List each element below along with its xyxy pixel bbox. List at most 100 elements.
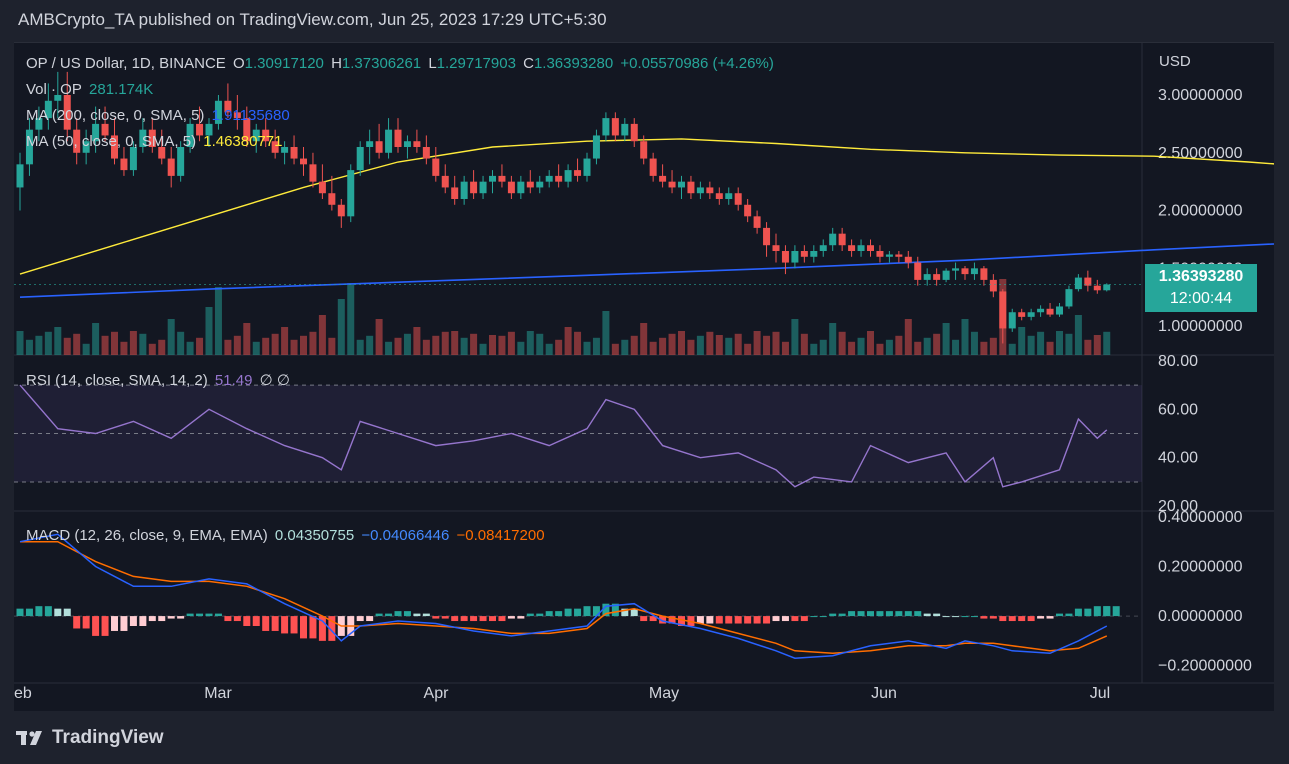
- volume-bar: [196, 337, 204, 355]
- candle-body: [621, 123, 629, 136]
- macd-hist-value: 0.04350755: [274, 527, 355, 544]
- volume-bar: [451, 331, 459, 355]
- macd-histogram-bar: [129, 616, 137, 626]
- candle-body: [1093, 285, 1101, 291]
- rsi-tick-label: 20.00: [1158, 498, 1198, 515]
- candle-body: [696, 187, 704, 194]
- candle-body: [819, 245, 827, 251]
- candle-body: [923, 274, 931, 280]
- macd-histogram-bar: [318, 616, 326, 641]
- volume-bar: [536, 333, 544, 355]
- volume-bar: [725, 337, 733, 355]
- macd-legend[interactable]: MACD (12, 26, close, 9, EMA, EMA) 0.0435…: [26, 527, 548, 544]
- macd-histogram-bar: [25, 608, 33, 617]
- candle-body: [706, 187, 714, 194]
- candle-body: [1008, 312, 1016, 329]
- volume-bar: [498, 335, 506, 355]
- macd-histogram-bar: [952, 616, 960, 618]
- macd-histogram-bar: [101, 616, 109, 636]
- volume-bar: [649, 341, 657, 355]
- candle-body: [54, 95, 62, 101]
- volume-bar: [470, 333, 478, 355]
- close-label: C: [523, 55, 534, 72]
- rsi-line: [19, 384, 1108, 488]
- candle-body: [441, 175, 449, 188]
- time-tick-label: Mar: [204, 685, 232, 702]
- volume-bar: [970, 331, 978, 355]
- candle-body: [73, 129, 81, 153]
- macd-histogram-bar: [1027, 616, 1035, 622]
- ma200-legend[interactable]: MA (200, close, 0, SMA, 5) 1.91135680: [26, 107, 293, 124]
- macd-histogram-bar: [611, 603, 619, 617]
- candle-body: [725, 193, 733, 199]
- macd-histogram-bar: [942, 616, 950, 618]
- macd-histogram-bar: [403, 611, 411, 617]
- price-tick-label: 2.00000000: [1158, 203, 1243, 220]
- volume-bar: [989, 337, 997, 355]
- volume-legend[interactable]: Vol · OP 281.174K: [26, 81, 156, 98]
- ma50-label: MA (50, close, 0, SMA, 5): [26, 133, 197, 150]
- volume-bar: [630, 335, 638, 355]
- volume-bar: [507, 331, 515, 355]
- open-value: 1.30917120: [244, 55, 324, 72]
- macd-histogram-bar: [725, 616, 733, 624]
- macd-histogram-bar: [205, 613, 213, 617]
- candle-body: [763, 227, 771, 246]
- ma50-legend[interactable]: MA (50, close, 0, SMA, 5) 1.46380771: [26, 133, 285, 150]
- volume-bar: [611, 343, 619, 355]
- chart-canvas[interactable]: 3.000000002.500000002.000000001.50000000…: [14, 43, 1274, 711]
- volume-bar: [678, 331, 685, 355]
- volume-bar: [120, 341, 128, 355]
- macd-histogram-bar: [621, 608, 629, 617]
- volume-bar: [63, 337, 71, 355]
- macd-histogram-bar: [649, 616, 657, 622]
- symbol-legend[interactable]: OP / US Dollar, 1D, BINANCE O1.30917120 …: [26, 55, 777, 72]
- candle-body: [952, 268, 960, 271]
- macd-histogram-bar: [1103, 606, 1111, 617]
- candle-body: [640, 141, 648, 159]
- macd-histogram-bar: [214, 613, 222, 617]
- candle-body: [583, 158, 591, 176]
- macd-histogram-bar: [252, 616, 260, 626]
- rsi-legend[interactable]: RSI (14, close, SMA, 14, 2) 51.49 ∅ ∅: [26, 371, 293, 389]
- candle-body: [838, 233, 846, 246]
- volume-bar: [668, 333, 676, 355]
- macd-histogram-bar: [753, 616, 761, 624]
- volume-bar: [1008, 343, 1016, 355]
- macd-histogram-bar: [422, 613, 430, 617]
- candle-body: [394, 129, 402, 147]
- candle-body: [243, 118, 251, 142]
- footer-brand[interactable]: TradingView: [16, 727, 164, 749]
- volume-bar: [479, 343, 487, 355]
- candle-body: [328, 193, 336, 205]
- chart-frame[interactable]: 3.000000002.500000002.000000001.50000000…: [14, 42, 1274, 711]
- macd-histogram-bar: [876, 611, 884, 617]
- macd-histogram-bar: [640, 616, 648, 622]
- candle-body: [281, 147, 289, 153]
- macd-histogram-bar: [583, 606, 591, 617]
- bar-countdown: 12:00:44: [1169, 290, 1233, 307]
- candle-body: [82, 141, 90, 153]
- candle-body: [1027, 312, 1035, 317]
- candle-body: [536, 181, 544, 188]
- volume-bar: [1037, 331, 1045, 355]
- candle-body: [300, 158, 307, 165]
- candle-body: [101, 123, 109, 136]
- volume-bar: [385, 341, 393, 355]
- macd-histogram-bar: [148, 616, 156, 622]
- volume-bar: [300, 335, 307, 355]
- high-label: H: [331, 55, 342, 72]
- candle-body: [734, 193, 742, 205]
- low-value: 1.29717903: [436, 55, 516, 72]
- volume-bar: [696, 335, 704, 355]
- candle-body: [451, 187, 459, 199]
- volume-bar: [706, 331, 714, 355]
- macd-histogram-bar: [734, 616, 742, 624]
- volume-bar: [54, 327, 62, 355]
- volume-bar: [337, 299, 345, 355]
- macd-histogram-bar: [54, 608, 62, 617]
- candle-body: [422, 147, 430, 159]
- volume-bar: [583, 341, 591, 355]
- candle-body: [526, 181, 534, 188]
- macd-histogram-bar: [309, 616, 317, 639]
